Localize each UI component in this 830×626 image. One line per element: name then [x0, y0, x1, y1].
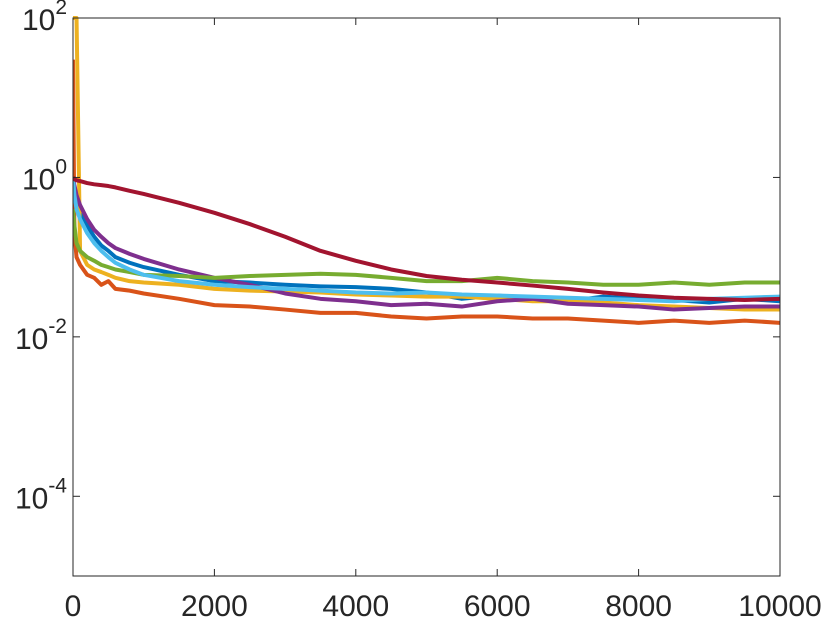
x-tick-label: 10000: [738, 590, 821, 623]
plot-area: [73, 16, 780, 325]
x-tick-label: 2000: [181, 590, 248, 623]
x-tick-label: 4000: [322, 590, 389, 623]
series-line: [73, 177, 780, 304]
y-tick-exponent: 2: [55, 0, 67, 19]
series-line: [73, 59, 780, 325]
y-tick-base: 10: [15, 323, 48, 356]
y-tick-label: 100: [22, 155, 67, 196]
y-tick-label: 10-2: [15, 314, 67, 355]
axes-box: [72, 17, 781, 577]
y-tick-base: 10: [15, 482, 48, 515]
series-line: [73, 16, 780, 312]
series-line: [73, 176, 780, 302]
y-tick-exponent: -2: [48, 314, 67, 337]
x-tick-label: 0: [65, 590, 82, 623]
y-tick-base: 10: [22, 163, 55, 196]
x-tick-label: 8000: [605, 590, 672, 623]
y-tick-label: 10-4: [15, 474, 67, 515]
y-tick-exponent: 0: [55, 155, 67, 178]
y-tick-base: 10: [22, 4, 55, 37]
y-tick-exponent: -4: [48, 474, 67, 497]
series-line: [73, 177, 780, 312]
y-tick-label: 102: [22, 0, 67, 37]
x-tick-label: 6000: [464, 590, 531, 623]
series-line: [73, 208, 780, 287]
